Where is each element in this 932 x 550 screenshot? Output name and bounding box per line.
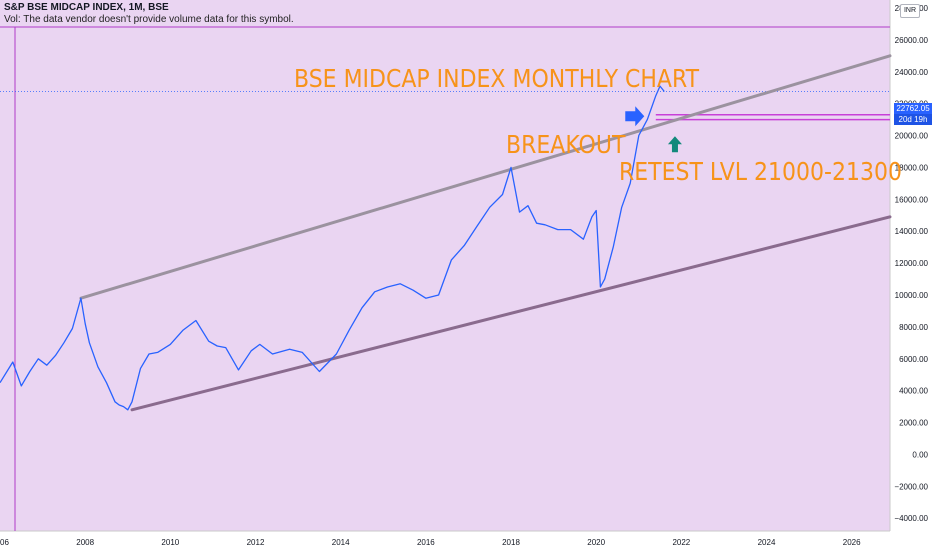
- symbol-title: S&P BSE MIDCAP INDEX, 1M, BSE: [4, 2, 169, 13]
- y-tick-label: 8000.00: [899, 323, 928, 332]
- volume-note: Vol: The data vendor doesn't provide vol…: [4, 14, 294, 25]
- breakout-annotation: BREAKOUT: [506, 130, 626, 159]
- x-tick-label: 2018: [502, 538, 520, 547]
- time-axis-panel: [0, 531, 890, 550]
- y-tick-label: 10000.00: [895, 291, 929, 300]
- y-tick-label: 0.00: [912, 450, 928, 459]
- retest-annotation: RETEST LVL 21000-21300: [619, 157, 902, 186]
- y-tick-label: −4000.00: [894, 514, 928, 523]
- upper-trendline: [79, 54, 892, 300]
- x-tick-label: 2006: [0, 538, 9, 547]
- y-tick-label: 20000.00: [895, 132, 929, 141]
- x-tick-label: 2014: [332, 538, 350, 547]
- lower-trendline: [130, 215, 892, 412]
- y-tick-label: 16000.00: [895, 195, 929, 204]
- y-tick-label: 14000.00: [895, 227, 929, 236]
- currency-badge[interactable]: INR: [900, 4, 920, 18]
- x-tick-label: 2016: [417, 538, 435, 547]
- y-tick-label: 26000.00: [895, 36, 929, 45]
- bar-countdown-tag: 20d 19h: [894, 114, 932, 125]
- x-tick-label: 2020: [587, 538, 605, 547]
- plot-background: [0, 0, 890, 531]
- x-tick-label: 2022: [672, 538, 690, 547]
- price-series-line: [0, 85, 665, 411]
- x-tick-label: 2026: [843, 538, 861, 547]
- y-tick-label: 2000.00: [899, 419, 928, 428]
- breakout-arrow-icon: [625, 106, 645, 127]
- last-price-tag: 22762.05: [894, 103, 932, 114]
- x-tick-label: 2008: [76, 538, 94, 547]
- price-axis-panel: [890, 0, 932, 550]
- y-tick-label: −2000.00: [894, 482, 928, 491]
- y-tick-label: 18000.00: [895, 163, 929, 172]
- x-tick-label: 2010: [161, 538, 179, 547]
- retest-up-arrow-icon: [667, 136, 682, 153]
- x-tick-label: 2012: [247, 538, 265, 547]
- y-tick-label: 12000.00: [895, 259, 929, 268]
- y-tick-label: 6000.00: [899, 355, 928, 364]
- x-tick-label: 2024: [758, 538, 776, 547]
- y-tick-label: 24000.00: [895, 68, 929, 77]
- chart-title-annotation: BSE MIDCAP INDEX MONTHLY CHART: [294, 64, 700, 93]
- y-tick-label: 4000.00: [899, 387, 928, 396]
